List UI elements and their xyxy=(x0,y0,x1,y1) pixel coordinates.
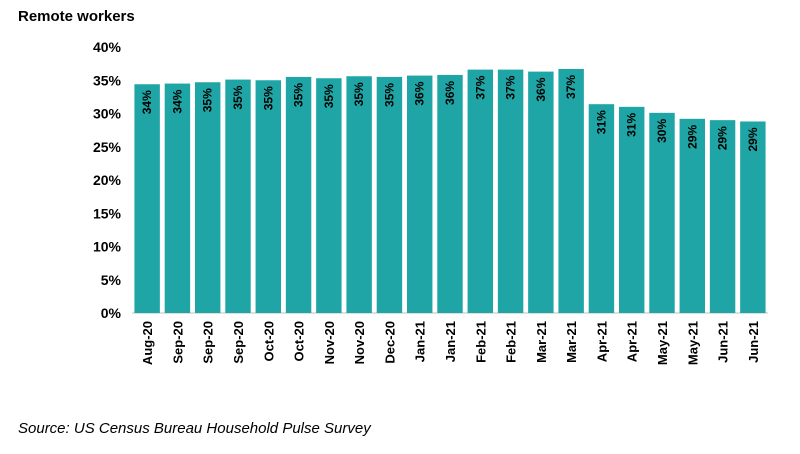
bar xyxy=(225,79,251,314)
x-tick-label: May-21 xyxy=(685,321,700,365)
data-label: 36% xyxy=(534,77,548,101)
bar xyxy=(588,104,615,313)
x-tick-label: Apr-21 xyxy=(625,321,640,362)
data-label: 35% xyxy=(322,84,336,108)
data-label: 37% xyxy=(504,75,518,99)
bar xyxy=(285,76,312,313)
bar xyxy=(649,112,675,314)
data-label: 37% xyxy=(564,75,578,99)
x-tick-label: Apr-21 xyxy=(594,321,609,362)
y-tick-label: 35% xyxy=(93,72,122,88)
bar xyxy=(316,78,342,313)
x-tick-label: Sep-20 xyxy=(170,321,185,364)
data-label: 34% xyxy=(140,90,154,114)
data-label: 35% xyxy=(261,86,275,110)
x-tick-label: Sep-20 xyxy=(201,321,216,364)
data-label: 29% xyxy=(746,127,760,151)
data-label: 36% xyxy=(413,81,427,105)
data-label: 35% xyxy=(292,83,306,107)
bar xyxy=(406,75,433,313)
bar xyxy=(679,118,706,313)
bar xyxy=(376,76,403,313)
data-label: 29% xyxy=(716,126,730,150)
data-label: 30% xyxy=(655,119,669,143)
x-tick-label: Jun-21 xyxy=(746,321,761,363)
y-tick-label: 40% xyxy=(93,39,122,55)
x-tick-label: Mar-21 xyxy=(534,321,549,363)
bar xyxy=(467,69,494,313)
x-tick-label: Dec-20 xyxy=(382,321,397,364)
data-label: 31% xyxy=(625,113,639,137)
bar xyxy=(194,82,221,314)
bar xyxy=(558,68,584,313)
data-label: 35% xyxy=(201,88,215,112)
bar xyxy=(164,83,191,313)
y-tick-label: 0% xyxy=(101,305,122,321)
data-label: 34% xyxy=(170,89,184,113)
x-tick-label: Jan-21 xyxy=(413,321,428,362)
x-tick-label: Nov-20 xyxy=(322,321,337,364)
bar xyxy=(346,76,372,313)
x-tick-label: Aug-20 xyxy=(140,321,155,365)
bar xyxy=(497,69,524,313)
x-tick-label: Feb-21 xyxy=(504,321,519,363)
bar xyxy=(134,84,160,314)
y-tick-label: 5% xyxy=(101,272,122,288)
x-tick-label: Feb-21 xyxy=(473,321,488,363)
data-label: 36% xyxy=(443,81,457,105)
y-tick-label: 15% xyxy=(93,205,122,221)
source-note: Source: US Census Bureau Household Pulse… xyxy=(18,420,371,437)
chart-title: Remote workers xyxy=(18,8,135,25)
data-label: 35% xyxy=(382,83,396,107)
data-label: 31% xyxy=(594,110,608,134)
x-tick-label: Mar-21 xyxy=(564,321,579,363)
data-label: 35% xyxy=(231,85,245,109)
bar xyxy=(255,80,282,313)
data-label: 37% xyxy=(473,75,487,99)
y-tick-label: 20% xyxy=(93,172,122,188)
bar xyxy=(709,120,736,314)
bar xyxy=(740,121,766,313)
x-tick-label: Sep-20 xyxy=(231,321,246,364)
x-tick-label: Nov-20 xyxy=(352,321,367,364)
x-tick-label: Oct-20 xyxy=(292,321,307,361)
y-tick-label: 10% xyxy=(93,239,122,255)
y-tick-label: 25% xyxy=(93,139,122,155)
bar xyxy=(528,71,554,313)
x-tick-label: May-21 xyxy=(655,321,670,365)
x-tick-label: Jun-21 xyxy=(716,321,731,363)
x-tick-label: Jan-21 xyxy=(443,321,458,362)
y-tick-label: 30% xyxy=(93,106,122,122)
data-label: 35% xyxy=(352,82,366,106)
data-label: 29% xyxy=(685,125,699,149)
bar xyxy=(618,106,645,313)
x-tick-label: Oct-20 xyxy=(261,321,276,361)
bar xyxy=(437,74,463,314)
